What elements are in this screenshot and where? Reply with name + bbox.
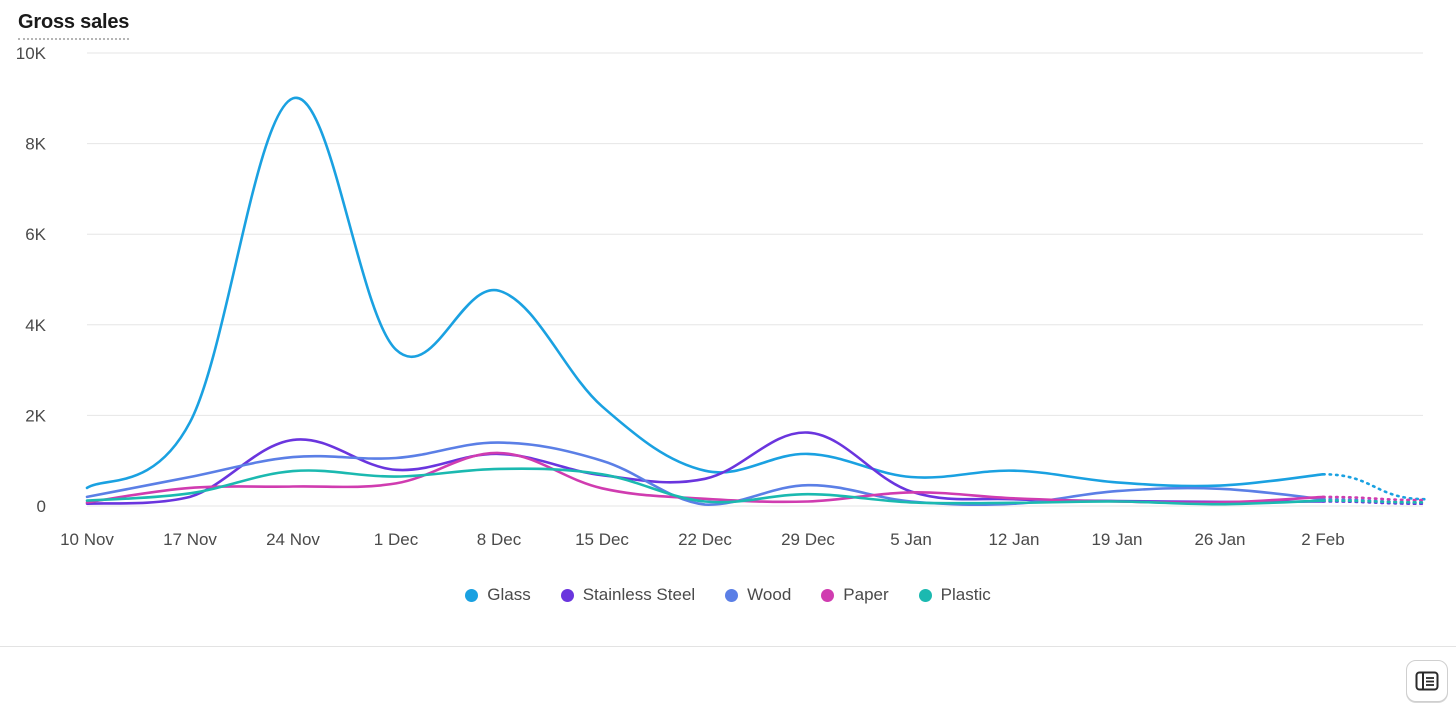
x-tick-label: 15 Dec [575,530,629,549]
x-axis: 10 Nov 17 Nov 24 Nov 1 Dec 8 Dec 15 Dec 22 Dec… [60,530,1345,549]
legend-item-glass[interactable]: Glass [465,585,531,605]
series-projection-paper [1321,495,1428,502]
grid-lines [87,52,1423,507]
series-line-stainless-steel [85,431,1325,505]
series-line-glass [85,96,1325,490]
y-tick-label: 4K [25,316,46,335]
series-projection-glass [1321,472,1428,501]
legend-label: Plastic [940,585,991,604]
y-tick-label: 6K [25,225,46,244]
y-tick-label: 2K [25,406,46,425]
table-view-button[interactable] [1406,660,1448,702]
y-tick-label: 10K [16,44,47,63]
line-chart: 0 2K 4K 6K 8K 10K 10 Nov 17 Nov 24 Nov 1 Dec 8 De… [16,44,1428,549]
legend-label: Glass [487,585,531,604]
x-tick-label: 26 Jan [1194,530,1245,549]
legend-item-wood[interactable]: Wood [725,585,791,605]
series-line-wood [85,441,1325,507]
x-tick-label: 29 Dec [781,530,835,549]
legend-swatch [821,588,835,602]
x-tick-label: 19 Jan [1091,530,1142,549]
y-tick-label: 0 [37,497,46,516]
legend-swatch [725,588,739,602]
legend-label: Wood [747,585,792,604]
x-tick-label: 5 Jan [890,530,932,549]
series-line-plastic [85,467,1325,506]
legend-item-stainless-steel[interactable]: Stainless Steel [560,585,696,605]
x-tick-label: 24 Nov [266,530,320,549]
legend-swatch [560,588,574,602]
legend-swatch [465,588,479,602]
x-tick-label: 8 Dec [477,530,522,549]
y-tick-label: 8K [25,135,46,154]
x-tick-label: 22 Dec [678,530,732,549]
legend-label: Stainless Steel [582,585,696,604]
y-axis: 0 2K 4K 6K 8K 10K [16,44,47,516]
x-tick-label: 17 Nov [163,530,217,549]
chart-title: Gross sales [18,11,129,40]
legend-swatch [918,588,932,602]
legend: Glass Stainless Steel Wood Paper Plastic [0,585,1456,605]
series-projection-plastic [1321,499,1428,504]
legend-label: Paper [843,585,889,604]
legend-item-paper[interactable]: Paper [821,585,889,605]
x-tick-label: 2 Feb [1301,530,1344,549]
series-lines [85,96,1428,507]
divider [0,646,1456,647]
legend-item-plastic[interactable]: Plastic [918,585,991,605]
x-tick-label: 10 Nov [60,530,114,549]
x-tick-label: 12 Jan [988,530,1039,549]
x-tick-label: 1 Dec [374,530,419,549]
table-icon [1415,671,1439,691]
